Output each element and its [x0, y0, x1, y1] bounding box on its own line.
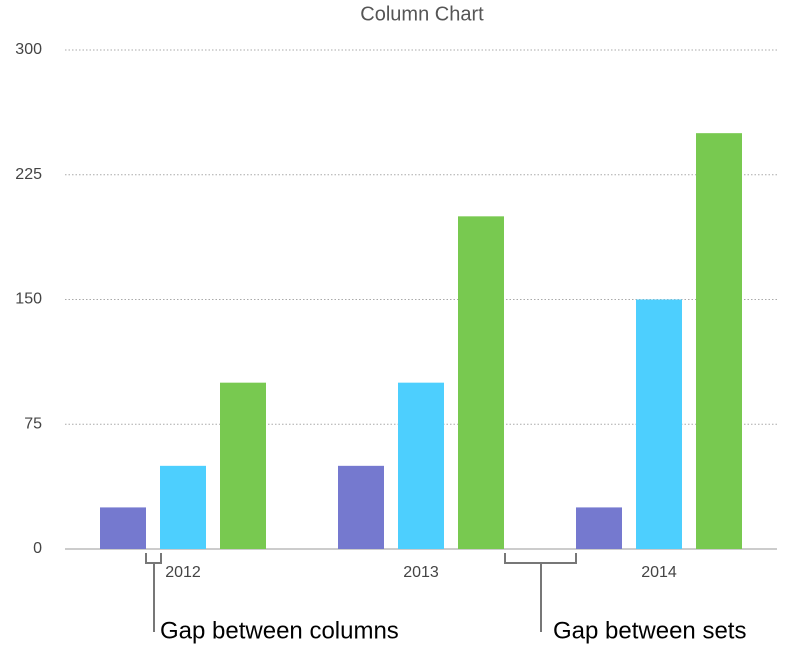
bar	[458, 216, 504, 550]
annotation-brackets	[145, 553, 577, 632]
bar	[696, 133, 742, 549]
x-tick-label: 2012	[165, 564, 201, 581]
chart-title: Column Chart	[360, 3, 484, 25]
annotation: Gap between columns	[160, 617, 399, 644]
bar	[220, 382, 266, 549]
y-tick-label: 300	[15, 41, 42, 58]
bar	[100, 507, 146, 549]
y-tick-label: 75	[24, 415, 42, 432]
x-tick-label: 2014	[641, 564, 677, 581]
bar	[576, 507, 622, 549]
set-gap-bracket	[504, 553, 577, 632]
annotation: Gap between sets	[553, 617, 746, 644]
y-tick-label: 225	[15, 166, 42, 183]
bar	[160, 465, 206, 549]
bar	[636, 299, 682, 549]
bar	[338, 465, 384, 549]
y-tick-label: 0	[33, 540, 42, 557]
bar	[398, 382, 444, 549]
x-tick-label: 2013	[403, 564, 439, 581]
y-tick-label: 150	[15, 291, 42, 308]
column-gap-bracket	[145, 553, 162, 632]
